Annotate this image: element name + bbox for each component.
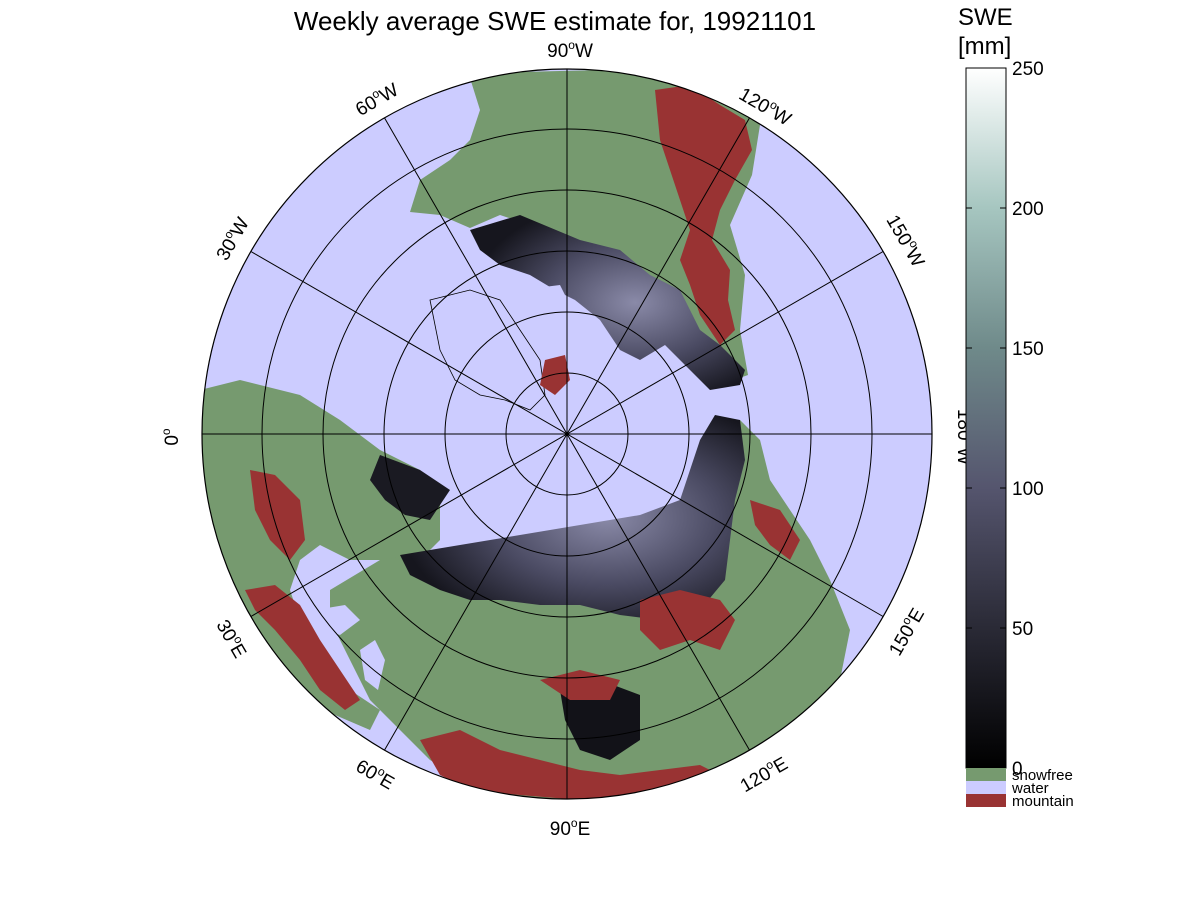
- graticule: [201, 68, 933, 800]
- legend-label-snowfree: snowfree: [1012, 767, 1073, 784]
- legend-label-mountain: mountain: [1012, 793, 1074, 810]
- colorbar-label-line2: [mm]: [958, 33, 1011, 60]
- lon-label-30w: 30oW: [210, 213, 254, 265]
- colorbar-label-line1: SWE: [958, 4, 1013, 31]
- colorbar-tick-label: 50: [1012, 619, 1033, 640]
- legend-swatch-water: [966, 781, 1006, 794]
- colorbar-gradient: [965, 67, 1007, 769]
- scandinavia-snow: [370, 455, 450, 520]
- alps-mountains: [245, 585, 360, 710]
- colorbar-tick-label: 100: [1012, 479, 1044, 500]
- colorbar-ticks: 0 50 100 150 200 250: [966, 59, 1044, 780]
- siberia-snow: [400, 415, 745, 620]
- lon-label-0: 0o: [159, 428, 183, 446]
- lon-label-60e: 60oE: [352, 753, 399, 794]
- legend-swatch-mountain: [966, 794, 1006, 807]
- colorbar-tick-label: 0: [1012, 759, 1023, 780]
- colorbar-tick-label: 150: [1012, 339, 1044, 360]
- greenland-mountains: [540, 355, 570, 395]
- europe-mountains: [250, 470, 305, 560]
- lon-label-90e: 90oE: [550, 816, 591, 840]
- colorbar-tick-label: 250: [1012, 59, 1044, 80]
- map-boundary: [201, 68, 933, 800]
- lon-label-120e: 120oE: [735, 751, 791, 797]
- himalaya-mountains: [420, 730, 720, 799]
- caspian-sea: [360, 640, 385, 690]
- map-title: Weekly average SWE estimate for, 1992110…: [294, 6, 816, 36]
- lon-label-30e: 30oE: [212, 615, 253, 662]
- lon-label-90w: 90oW: [547, 38, 593, 62]
- north-america-snow: [470, 215, 745, 390]
- lon-label-150e: 150oE: [883, 603, 929, 659]
- colorbar-tick-label: 200: [1012, 199, 1044, 220]
- kamchatka-mountains: [750, 500, 800, 560]
- black-sea: [315, 605, 360, 635]
- hudson-bay: [520, 285, 575, 335]
- legend-label-water: water: [1011, 780, 1049, 797]
- meridian-line: [250, 251, 884, 617]
- asia-mountains-east: [640, 590, 735, 650]
- greenland-land: [429, 289, 546, 411]
- legend-swatch-snowfree: [966, 768, 1006, 781]
